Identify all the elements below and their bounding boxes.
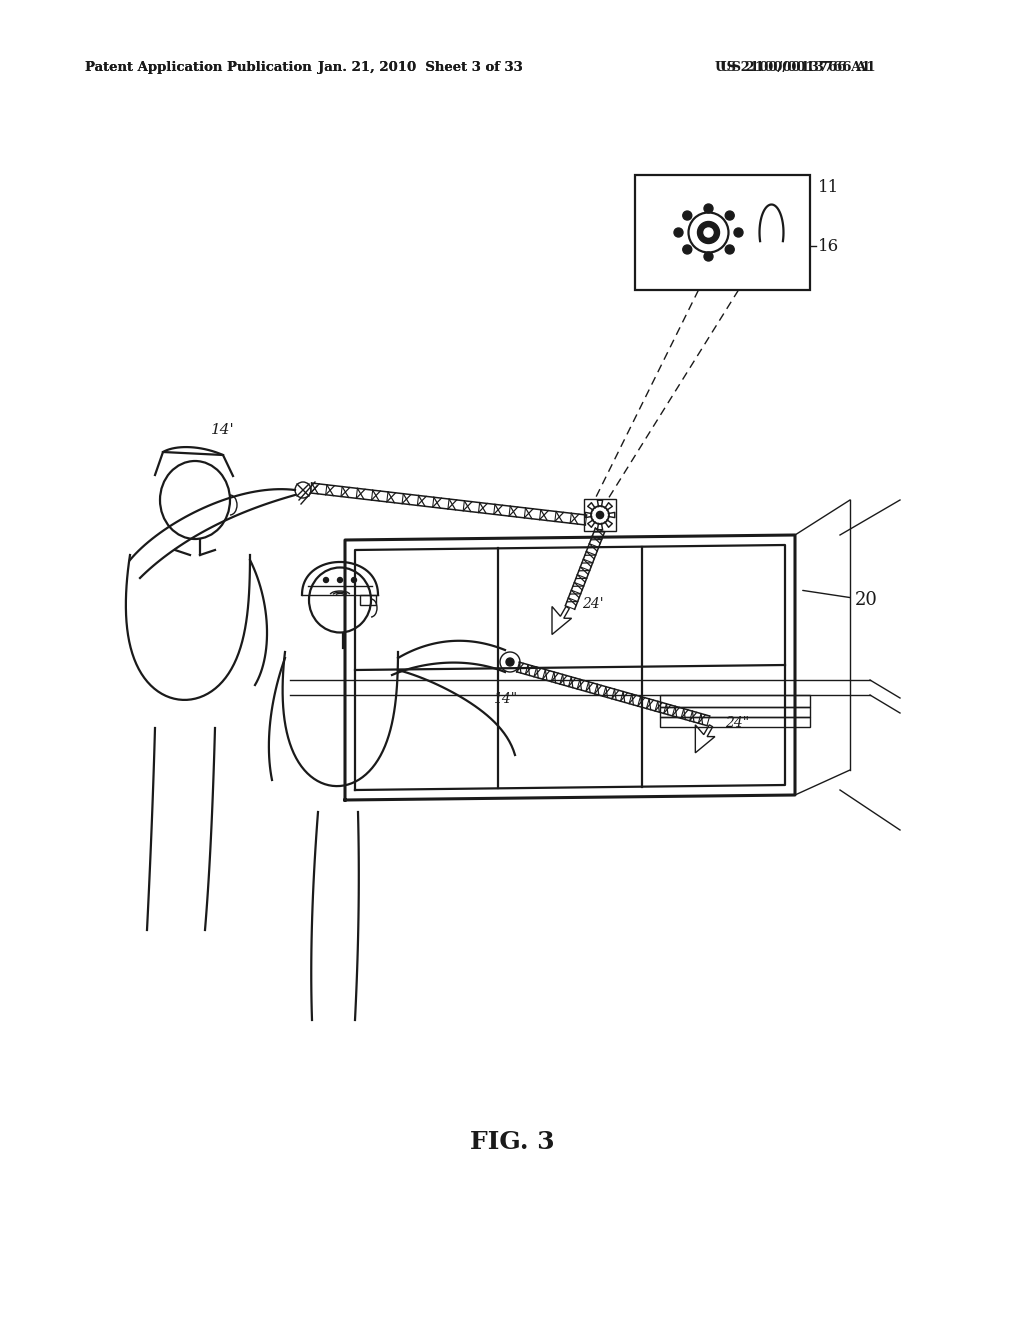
Bar [660, 708, 810, 717]
Circle shape [725, 211, 734, 220]
Text: 24': 24' [582, 598, 603, 611]
Bar [360, 595, 376, 605]
Circle shape [338, 578, 342, 582]
Text: Patent Application Publication: Patent Application Publication [85, 61, 311, 74]
Text: US 2100/0013766 A1: US 2100/0013766 A1 [720, 61, 876, 74]
Circle shape [683, 246, 692, 253]
Text: Patent Application Publication: Patent Application Publication [85, 61, 311, 74]
Circle shape [596, 511, 603, 519]
Bar [584, 499, 616, 531]
Circle shape [683, 211, 692, 220]
Text: 20: 20 [855, 591, 878, 609]
Text: US 2100/0013766 A1: US 2100/0013766 A1 [715, 61, 870, 74]
Circle shape [697, 222, 720, 243]
Text: 14": 14" [493, 692, 517, 706]
Circle shape [324, 578, 329, 582]
Bar [635, 176, 810, 290]
Circle shape [351, 578, 356, 582]
Text: 24": 24" [725, 715, 750, 730]
Circle shape [705, 228, 713, 238]
Text: 14': 14' [211, 422, 234, 437]
Text: 16: 16 [818, 238, 839, 255]
Circle shape [705, 205, 713, 213]
Text: Jan. 21, 2010  Sheet 3 of 33: Jan. 21, 2010 Sheet 3 of 33 [317, 61, 522, 74]
Bar [660, 696, 810, 708]
Circle shape [725, 246, 734, 253]
Circle shape [705, 252, 713, 261]
Text: 11: 11 [818, 178, 840, 195]
Text: FIG. 3: FIG. 3 [470, 1130, 554, 1154]
Text: Jan. 21, 2010  Sheet 3 of 33: Jan. 21, 2010 Sheet 3 of 33 [317, 61, 522, 74]
Circle shape [674, 228, 683, 238]
Bar [660, 717, 810, 727]
Circle shape [506, 657, 514, 667]
Circle shape [734, 228, 743, 238]
